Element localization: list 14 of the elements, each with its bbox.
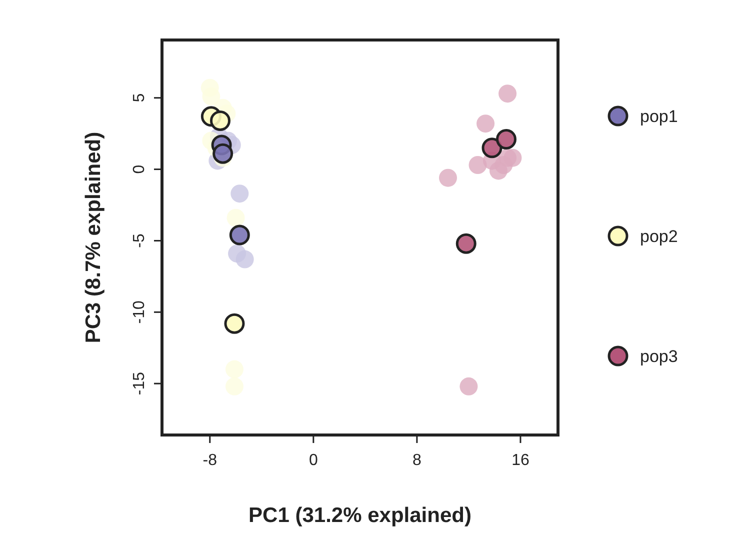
y-tick-label: -5 bbox=[131, 234, 148, 248]
legend-label: pop3 bbox=[640, 347, 678, 366]
x-tick-label: 16 bbox=[512, 452, 530, 469]
legend-label: pop1 bbox=[640, 107, 678, 126]
y-tick-label: 5 bbox=[131, 93, 148, 102]
y-axis-title: PC3 (8.7% explained) bbox=[82, 132, 105, 344]
legend-label: pop2 bbox=[640, 227, 678, 246]
y-tick-label: -10 bbox=[131, 300, 148, 324]
x-tick-label: -8 bbox=[202, 452, 218, 469]
x-tick-label: 8 bbox=[412, 452, 422, 469]
x-axis-title: PC1 (31.2% explained) bbox=[248, 504, 472, 527]
y-tick-label: 0 bbox=[131, 164, 148, 174]
y-tick-label: -15 bbox=[131, 372, 148, 396]
x-tick-label: 0 bbox=[308, 452, 318, 469]
